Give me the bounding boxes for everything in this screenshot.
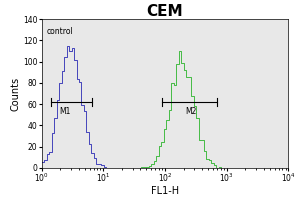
- Y-axis label: Counts: Counts: [10, 76, 20, 111]
- Text: M2: M2: [185, 107, 196, 116]
- Title: CEM: CEM: [147, 4, 183, 19]
- Text: M1: M1: [59, 107, 71, 116]
- X-axis label: FL1-H: FL1-H: [151, 186, 179, 196]
- Text: control: control: [46, 27, 73, 36]
